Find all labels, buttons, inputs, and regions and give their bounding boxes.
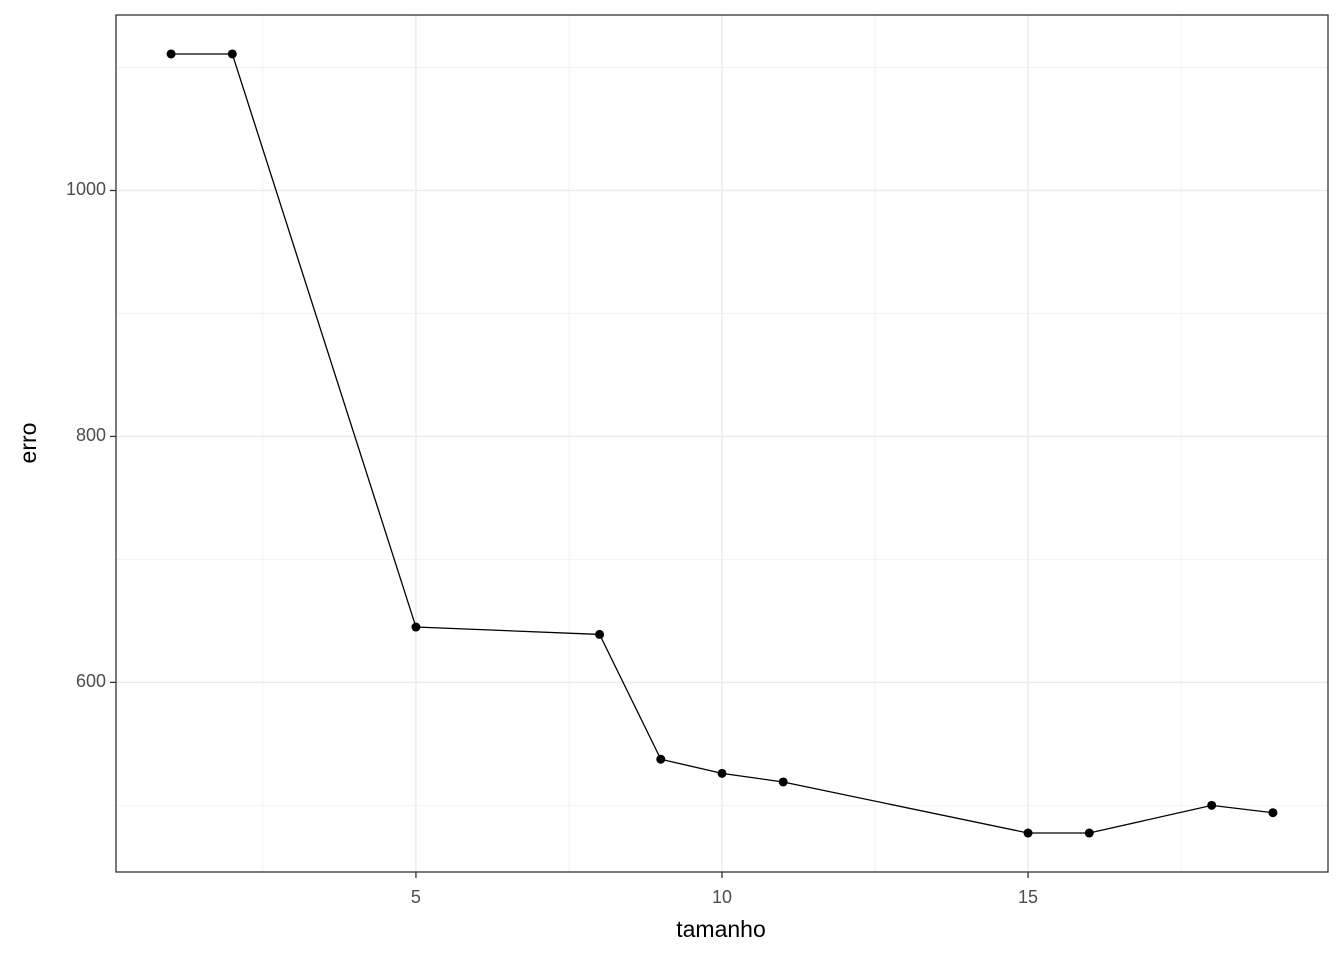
point (778, 777, 788, 787)
x-tick-label: 5 (411, 887, 421, 907)
y-tick-label: 1000 (66, 179, 106, 199)
point (411, 622, 421, 632)
y-tick-label: 800 (76, 425, 106, 445)
point (595, 629, 605, 639)
point (1084, 828, 1094, 838)
x-axis-title: tamanho (676, 916, 766, 942)
x-tick-label: 10 (712, 887, 732, 907)
panel-border (115, 14, 1329, 873)
point (717, 768, 727, 778)
point (656, 754, 666, 764)
point (1207, 800, 1217, 810)
x-tick-label: 15 (1018, 887, 1038, 907)
y-tick-label: 600 (76, 671, 106, 691)
point (1023, 828, 1033, 838)
point (166, 49, 176, 59)
y-axis-title: erro (15, 423, 41, 464)
point (227, 49, 237, 59)
point (1268, 808, 1278, 818)
